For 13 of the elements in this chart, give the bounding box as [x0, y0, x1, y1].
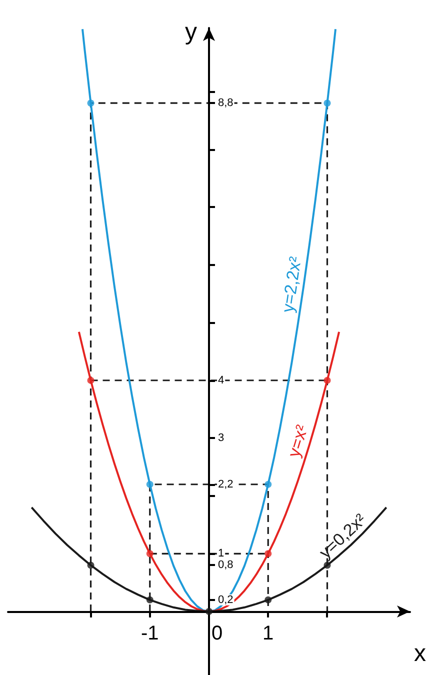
y-tick-label: 2,2: [218, 478, 234, 490]
y-tick-label: 4: [218, 374, 224, 386]
x-axis-title: x: [414, 640, 426, 667]
text: y=2,2x²: [278, 254, 306, 314]
y-tick-label: 0,8: [218, 559, 234, 572]
y-tick-label: 8,8: [218, 97, 234, 110]
y-tick-label: 1: [218, 548, 224, 560]
x-tick-label: 1: [262, 622, 274, 644]
y-axis-title: y: [185, 18, 197, 46]
y-tick-label: 3: [218, 432, 224, 444]
x-tick-label: 0: [211, 622, 223, 644]
text: y=x²: [284, 422, 312, 460]
x-tick-label: -1: [140, 622, 159, 644]
